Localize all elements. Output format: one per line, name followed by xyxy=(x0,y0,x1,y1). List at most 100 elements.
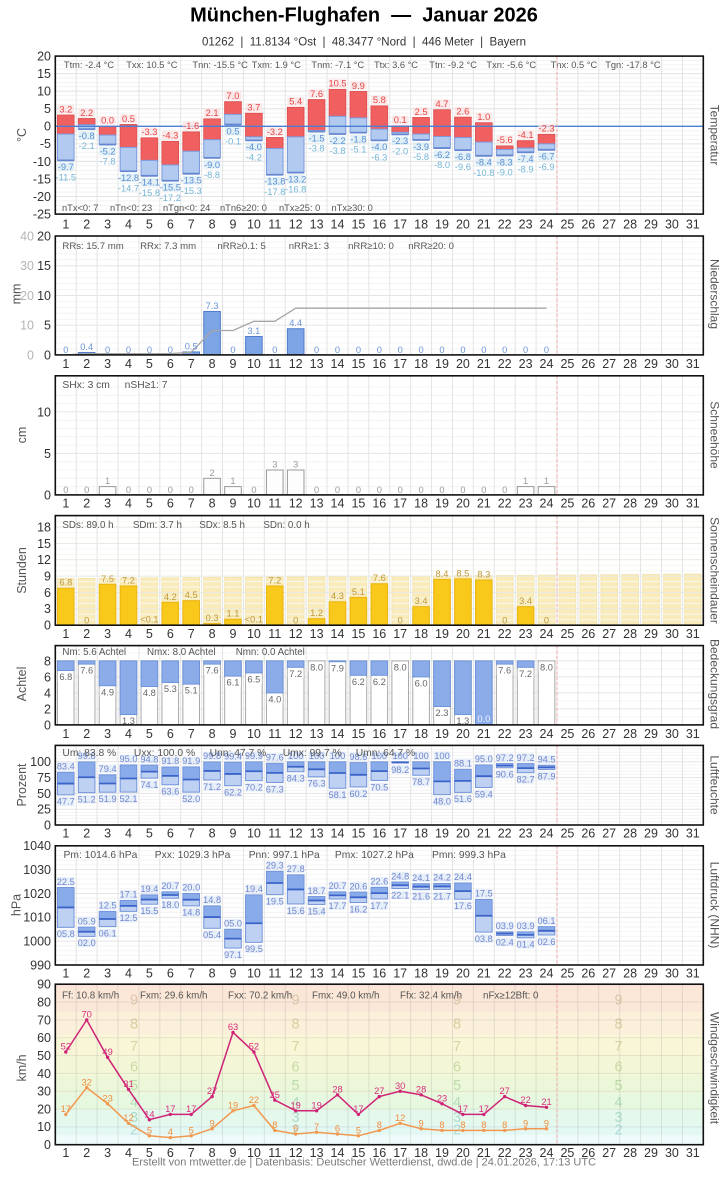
svg-text:13: 13 xyxy=(310,727,324,741)
svg-text:29.3: 29.3 xyxy=(266,861,284,871)
svg-text:8: 8 xyxy=(209,497,216,511)
svg-text:19.4: 19.4 xyxy=(140,884,158,894)
svg-text:25: 25 xyxy=(560,966,574,980)
svg-text:-15.5: -15.5 xyxy=(160,183,181,193)
svg-text:8: 8 xyxy=(460,1120,465,1130)
svg-text:70: 70 xyxy=(82,1010,92,1020)
svg-text:12: 12 xyxy=(289,827,303,841)
svg-text:9: 9 xyxy=(230,218,237,232)
svg-text:03.9: 03.9 xyxy=(496,921,514,931)
svg-text:13: 13 xyxy=(310,357,324,371)
svg-text:02.4: 02.4 xyxy=(496,937,514,947)
svg-text:hPa: hPa xyxy=(9,894,23,916)
svg-text:12: 12 xyxy=(395,1113,405,1123)
svg-text:25: 25 xyxy=(560,218,574,232)
svg-text:12: 12 xyxy=(289,627,303,641)
svg-text:Ttn: -9.2 °C: Ttn: -9.2 °C xyxy=(429,60,477,70)
svg-text:20.0: 20.0 xyxy=(182,883,200,893)
svg-text:4: 4 xyxy=(125,727,132,741)
svg-text:10: 10 xyxy=(247,727,261,741)
svg-text:17.7: 17.7 xyxy=(370,901,388,911)
svg-text:28: 28 xyxy=(623,627,637,641)
svg-text:26: 26 xyxy=(581,966,595,980)
svg-text:4: 4 xyxy=(44,686,51,700)
svg-text:27: 27 xyxy=(602,497,616,511)
svg-text:1010: 1010 xyxy=(23,911,51,925)
svg-text:22: 22 xyxy=(498,357,512,371)
svg-text:25: 25 xyxy=(560,497,574,511)
svg-text:7.6: 7.6 xyxy=(373,573,386,583)
svg-text:18: 18 xyxy=(414,497,428,511)
svg-text:Nmx: 8.0 Achtel: Nmx: 8.0 Achtel xyxy=(147,647,216,658)
svg-text:1: 1 xyxy=(62,218,69,232)
svg-text:6: 6 xyxy=(44,670,51,684)
svg-text:3.4: 3.4 xyxy=(415,596,428,606)
svg-text:27: 27 xyxy=(602,1146,616,1160)
svg-text:6: 6 xyxy=(167,357,174,371)
svg-text:29: 29 xyxy=(644,627,658,641)
svg-text:75: 75 xyxy=(37,771,51,785)
svg-text:13: 13 xyxy=(310,218,324,232)
svg-text:0: 0 xyxy=(356,345,361,355)
svg-text:3: 3 xyxy=(104,218,111,232)
svg-text:-2.1: -2.1 xyxy=(79,141,95,151)
svg-text:Prozent: Prozent xyxy=(15,763,29,807)
svg-text:25: 25 xyxy=(560,727,574,741)
svg-text:19: 19 xyxy=(435,218,449,232)
svg-text:0: 0 xyxy=(189,485,194,495)
svg-text:nTn<0: 23: nTn<0: 23 xyxy=(110,203,152,213)
svg-text:21.6: 21.6 xyxy=(412,892,430,902)
svg-text:18.0: 18.0 xyxy=(161,900,179,910)
svg-text:-11.5: -11.5 xyxy=(56,172,77,182)
svg-text:17: 17 xyxy=(393,218,407,232)
svg-text:7.6: 7.6 xyxy=(310,89,323,99)
svg-text:5: 5 xyxy=(356,1125,361,1135)
svg-text:02.6: 02.6 xyxy=(537,937,555,947)
svg-text:20: 20 xyxy=(37,49,51,63)
svg-text:27: 27 xyxy=(602,218,616,232)
svg-text:-8.8: -8.8 xyxy=(204,170,220,180)
svg-text:25: 25 xyxy=(560,627,574,641)
svg-text:19.5: 19.5 xyxy=(266,897,284,907)
svg-text:20: 20 xyxy=(456,497,470,511)
svg-text:1: 1 xyxy=(62,627,69,641)
svg-text:-8.3: -8.3 xyxy=(497,157,513,167)
svg-text:Um: 83.8 %: Um: 83.8 % xyxy=(62,748,116,759)
svg-text:24.4: 24.4 xyxy=(454,872,472,882)
svg-text:15: 15 xyxy=(37,67,51,81)
svg-text:Txn: -5.6 °C: Txn: -5.6 °C xyxy=(486,60,536,70)
svg-text:27: 27 xyxy=(207,1086,217,1096)
svg-text:19.4: 19.4 xyxy=(245,884,263,894)
svg-text:nTx<0: 7: nTx<0: 7 xyxy=(62,203,98,213)
svg-text:5.8: 5.8 xyxy=(373,95,386,105)
svg-text:20.7: 20.7 xyxy=(328,881,346,891)
svg-text:60: 60 xyxy=(37,1031,51,1045)
svg-text:-1.5: -1.5 xyxy=(309,133,325,143)
svg-text:-3.8: -3.8 xyxy=(329,146,345,156)
svg-text:31: 31 xyxy=(686,1146,700,1160)
svg-text:5.1: 5.1 xyxy=(185,686,198,696)
svg-text:0: 0 xyxy=(27,348,34,362)
svg-text:25: 25 xyxy=(560,827,574,841)
svg-text:22.1: 22.1 xyxy=(391,890,409,900)
svg-text:2: 2 xyxy=(83,627,90,641)
svg-text:Windgeschwindigkeit: Windgeschwindigkeit xyxy=(707,1012,721,1125)
svg-text:18: 18 xyxy=(414,627,428,641)
svg-text:4.5: 4.5 xyxy=(185,590,198,600)
svg-text:0: 0 xyxy=(272,345,277,355)
svg-text:3: 3 xyxy=(104,727,111,741)
svg-text:-0.8: -0.8 xyxy=(79,131,95,141)
svg-text:19: 19 xyxy=(435,497,449,511)
svg-text:6.2: 6.2 xyxy=(352,677,365,687)
svg-text:-3.9: -3.9 xyxy=(413,142,429,152)
svg-text:02.0: 02.0 xyxy=(78,938,96,948)
svg-text:18: 18 xyxy=(414,827,428,841)
svg-text:0: 0 xyxy=(460,485,465,495)
svg-text:4.8: 4.8 xyxy=(143,688,156,698)
svg-text:nRR≥20: 0: nRR≥20: 0 xyxy=(408,241,454,252)
svg-text:19: 19 xyxy=(435,966,449,980)
svg-text:Schneehöhe: Schneehöhe xyxy=(707,401,721,469)
svg-text:-2.2: -2.2 xyxy=(329,136,345,146)
svg-text:0: 0 xyxy=(44,120,51,134)
svg-text:5: 5 xyxy=(146,966,153,980)
